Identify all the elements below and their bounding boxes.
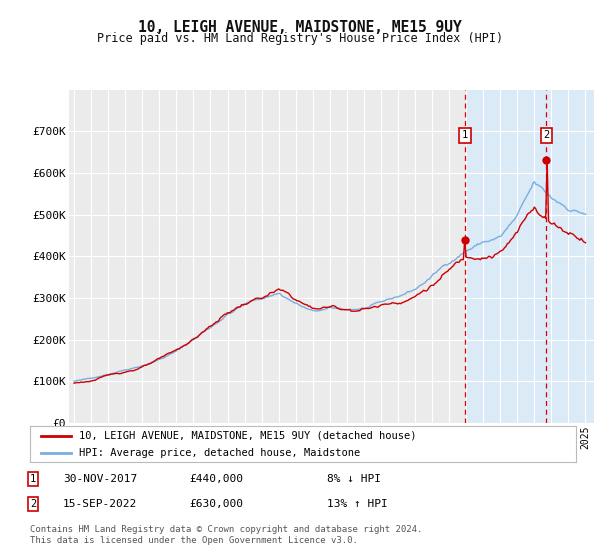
Text: 13% ↑ HPI: 13% ↑ HPI — [327, 499, 388, 509]
Text: 8% ↓ HPI: 8% ↓ HPI — [327, 474, 381, 484]
Text: 30-NOV-2017: 30-NOV-2017 — [63, 474, 137, 484]
Text: £440,000: £440,000 — [189, 474, 243, 484]
Text: 1: 1 — [30, 474, 36, 484]
Text: 2: 2 — [544, 130, 550, 141]
Text: 10, LEIGH AVENUE, MAIDSTONE, ME15 9UY (detached house): 10, LEIGH AVENUE, MAIDSTONE, ME15 9UY (d… — [79, 431, 416, 441]
Text: 15-SEP-2022: 15-SEP-2022 — [63, 499, 137, 509]
Text: 2: 2 — [30, 499, 36, 509]
Text: Price paid vs. HM Land Registry's House Price Index (HPI): Price paid vs. HM Land Registry's House … — [97, 32, 503, 45]
Text: £630,000: £630,000 — [189, 499, 243, 509]
Text: 1: 1 — [461, 130, 468, 141]
Text: HPI: Average price, detached house, Maidstone: HPI: Average price, detached house, Maid… — [79, 448, 361, 458]
Bar — [465, 90, 594, 423]
Text: 10, LEIGH AVENUE, MAIDSTONE, ME15 9UY: 10, LEIGH AVENUE, MAIDSTONE, ME15 9UY — [138, 20, 462, 35]
Text: Contains HM Land Registry data © Crown copyright and database right 2024.
This d: Contains HM Land Registry data © Crown c… — [30, 525, 422, 545]
